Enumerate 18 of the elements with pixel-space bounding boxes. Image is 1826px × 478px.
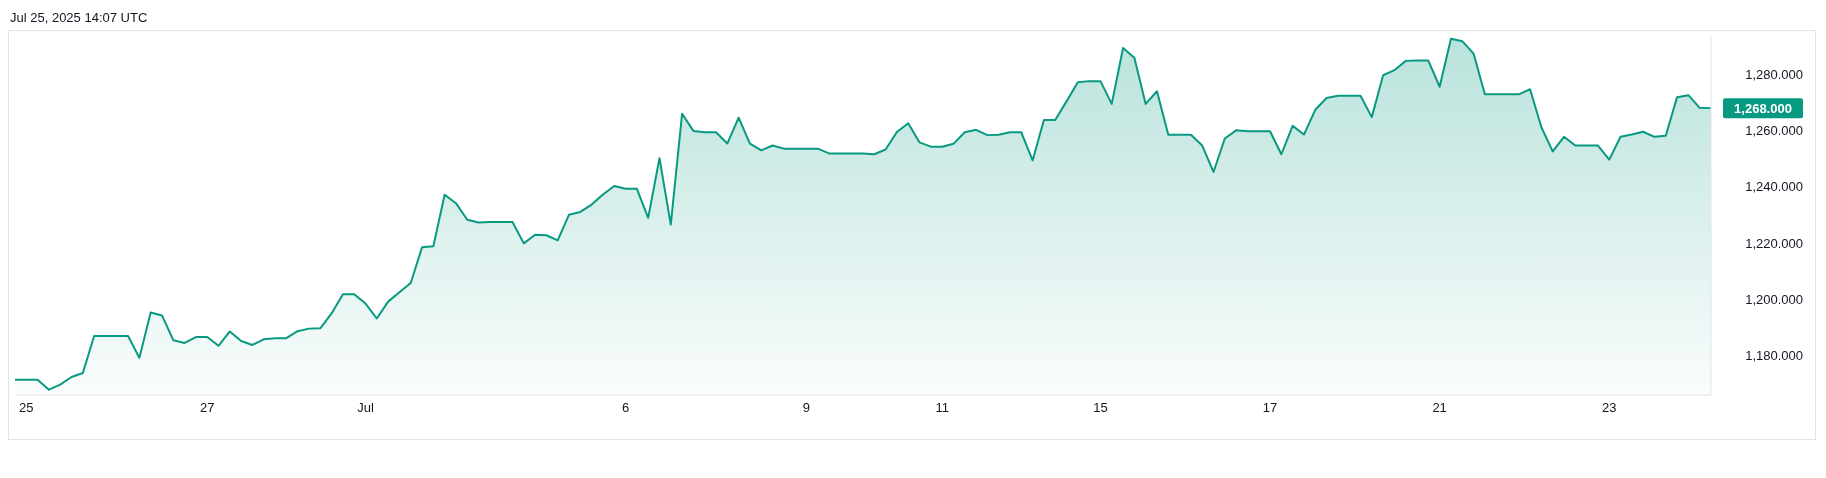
- x-tick-label: 11: [935, 400, 949, 416]
- x-tick-label: Jul: [357, 400, 374, 416]
- y-tick-label: 1,220.000: [1745, 235, 1803, 251]
- x-tick-label: 27: [199, 400, 215, 416]
- y-tick-label: 1,260.000: [1745, 123, 1803, 139]
- text: Jul 25, 2025 14:07 UTC: [10, 10, 148, 25]
- y-tick-label: 1,180.000: [1745, 348, 1803, 364]
- x-tick-label: 23: [1602, 400, 1617, 416]
- x-tick-label: 9: [802, 400, 811, 416]
- y-tick-label: 1,240.000: [1745, 179, 1803, 195]
- x-tick-label: 17: [1262, 400, 1278, 416]
- x-tick-label: 25: [19, 400, 34, 416]
- y-tick-label: 1,280.000: [1745, 66, 1803, 82]
- x-tick-label: 15: [1093, 400, 1108, 416]
- x-tick-label: 21: [1432, 400, 1447, 416]
- y-tick-label: 1,200.000: [1745, 291, 1803, 307]
- x-tick-label: 6: [621, 400, 630, 416]
- data-label: 1,268.000: [1734, 101, 1792, 117]
